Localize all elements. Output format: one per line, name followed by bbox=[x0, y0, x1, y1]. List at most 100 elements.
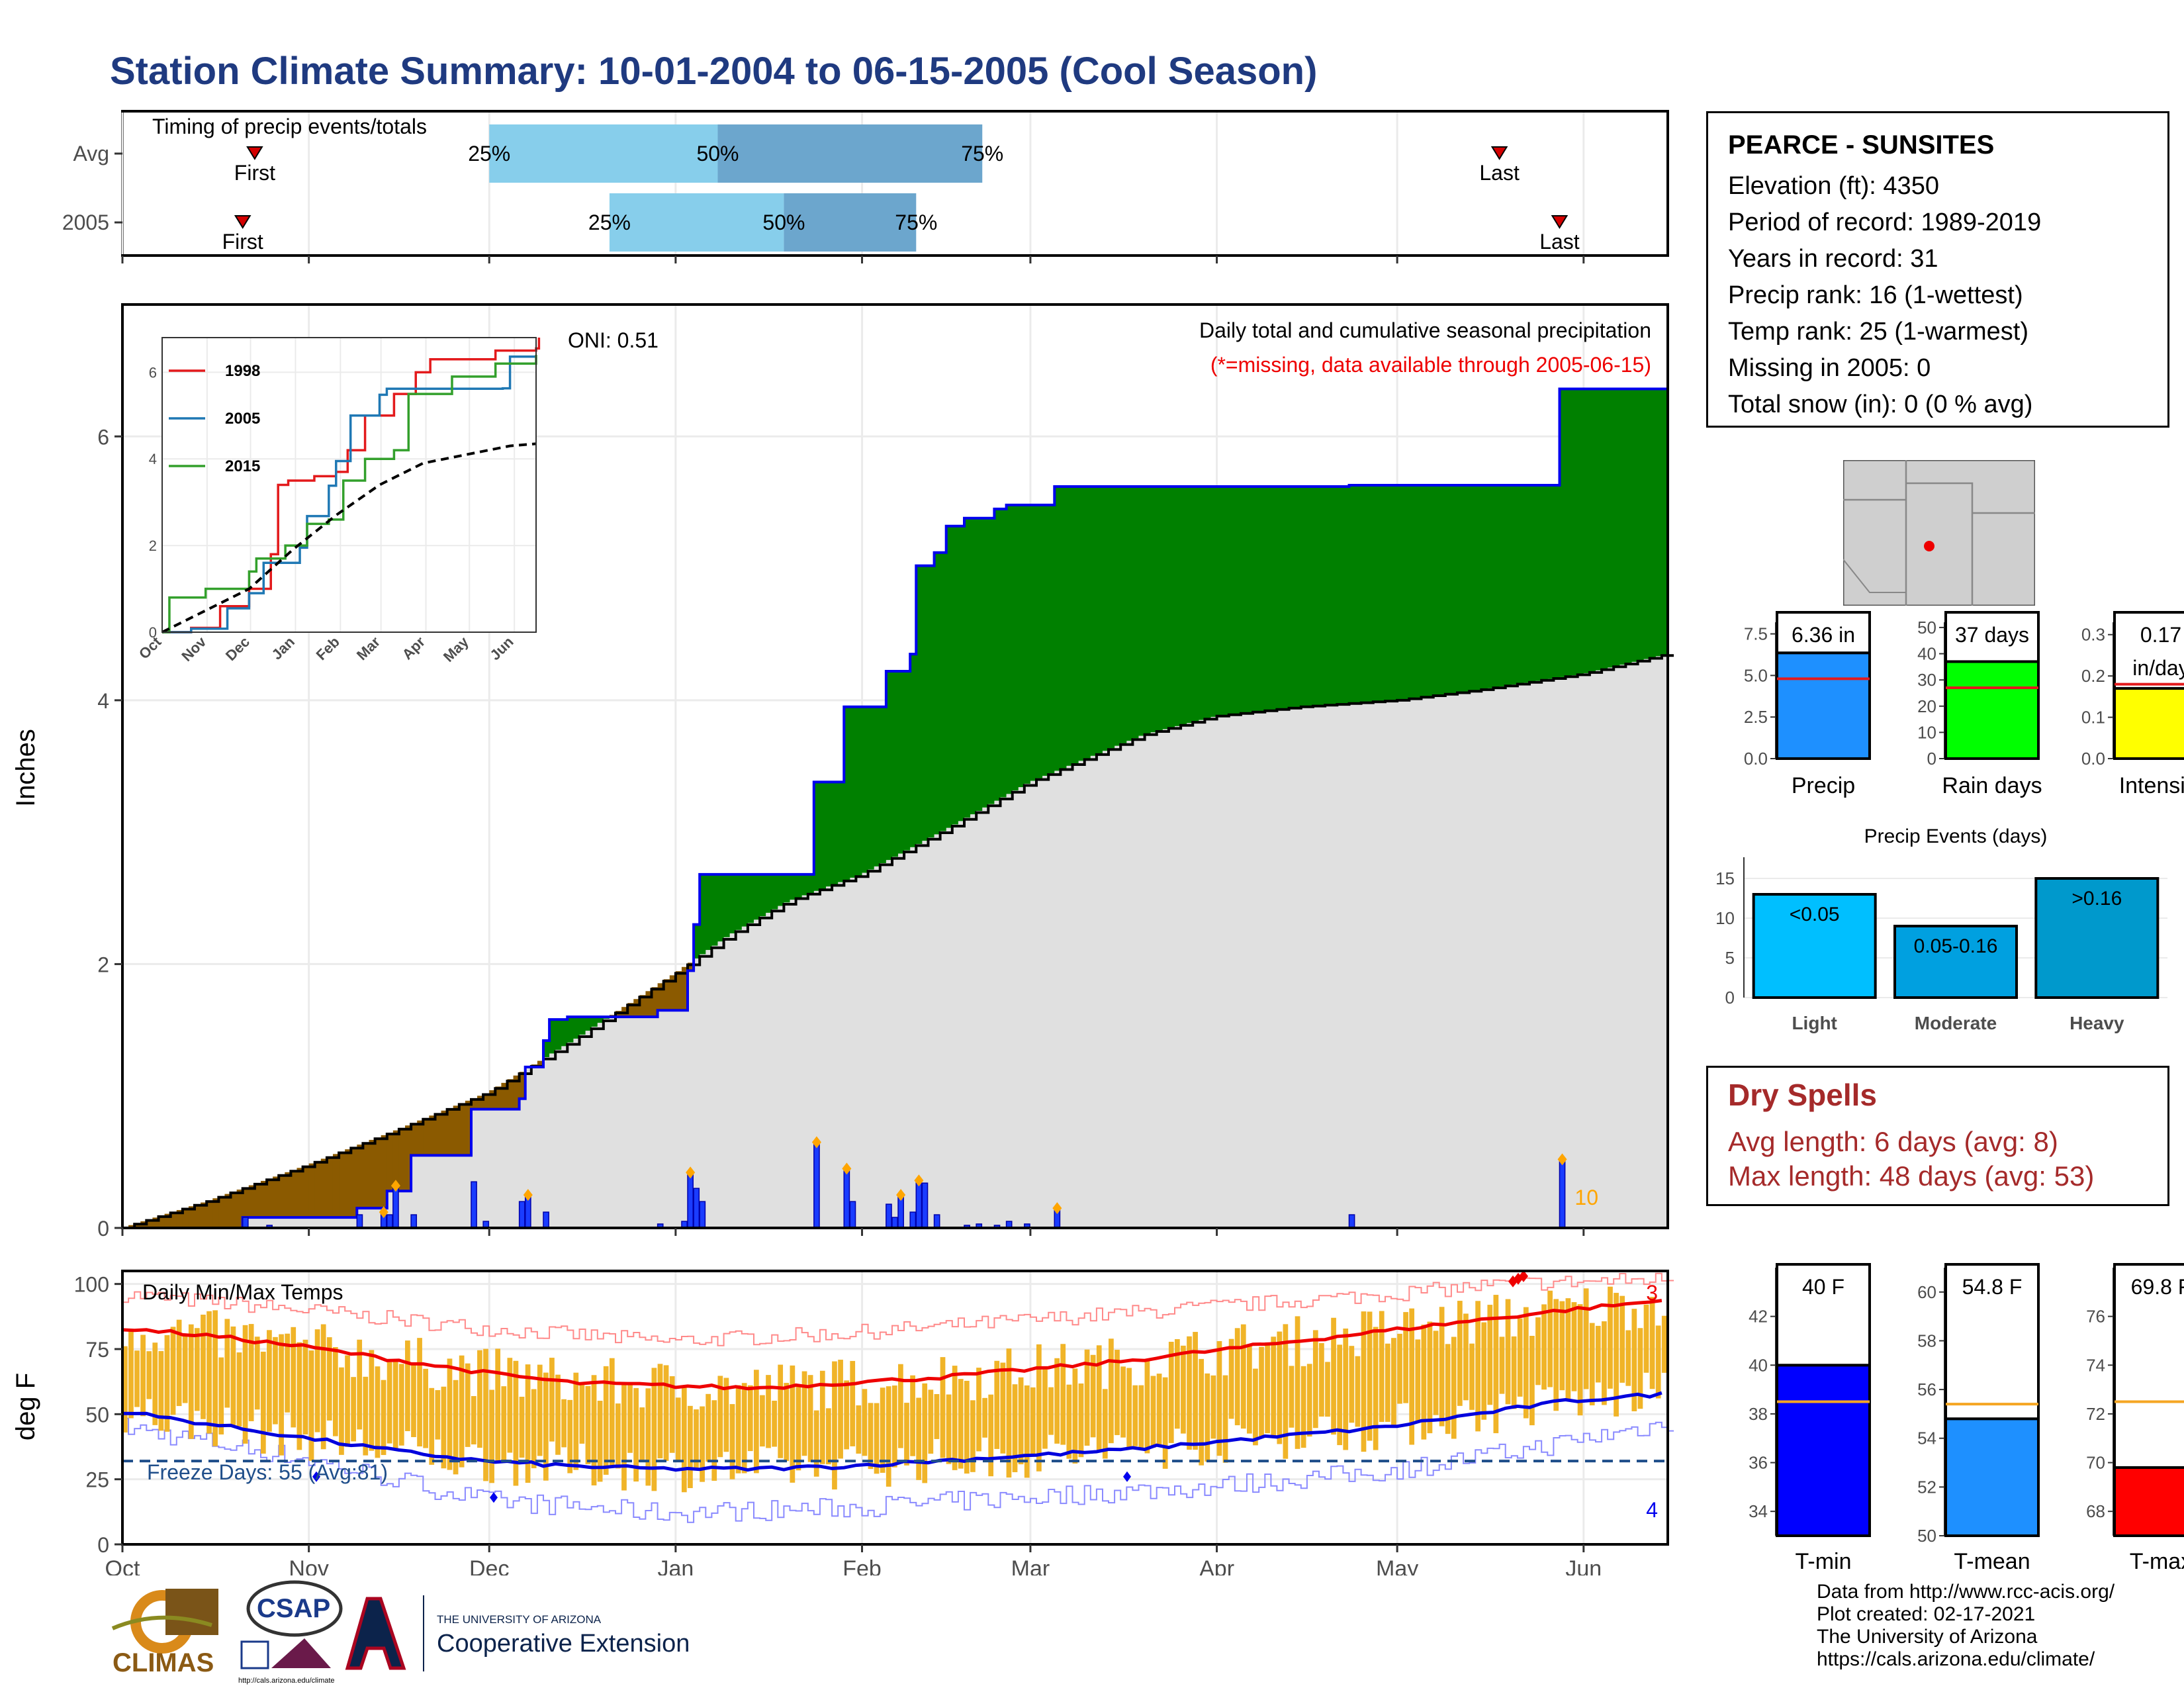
area-base bbox=[1306, 706, 1314, 1228]
cumulative-2005-line bbox=[122, 387, 1669, 1229]
area-above-avg bbox=[1403, 485, 1410, 700]
area-base bbox=[1595, 670, 1602, 1228]
area-base bbox=[1355, 702, 1362, 1228]
area-base bbox=[784, 902, 791, 1228]
area-base bbox=[1247, 712, 1253, 1228]
area-above-avg bbox=[819, 782, 827, 889]
area-above-avg bbox=[994, 508, 1001, 801]
daily-temp-bar bbox=[1174, 1339, 1180, 1429]
area-base bbox=[537, 1066, 544, 1228]
area-base bbox=[567, 1042, 574, 1228]
daily-temp-bar bbox=[1608, 1286, 1613, 1389]
daily-temp-bar bbox=[339, 1367, 344, 1455]
area-base bbox=[495, 1109, 502, 1228]
area-base bbox=[904, 850, 911, 1228]
daily-temp-bar bbox=[1415, 1339, 1421, 1423]
area-base bbox=[429, 1155, 436, 1228]
daily-temp-bar bbox=[976, 1368, 981, 1452]
area-base bbox=[248, 1217, 255, 1228]
daily-temp-bar bbox=[988, 1394, 994, 1477]
area-base bbox=[994, 800, 1001, 1228]
daily-temp-bar bbox=[1199, 1358, 1205, 1466]
area-below-avg bbox=[471, 1098, 478, 1109]
area-above-avg bbox=[1271, 487, 1278, 710]
daily-temp-bar bbox=[958, 1379, 964, 1469]
inset-y-tick-label: 6 bbox=[149, 364, 157, 381]
area-base bbox=[886, 860, 893, 1228]
daily-temp-bar bbox=[1517, 1318, 1523, 1397]
area-base bbox=[1289, 708, 1296, 1228]
area-base bbox=[976, 810, 983, 1228]
area-below-avg bbox=[302, 1165, 310, 1218]
summary-bar-T-mean bbox=[1944, 1417, 2040, 1538]
area-base bbox=[723, 937, 731, 1228]
area-base bbox=[531, 1066, 538, 1228]
event-category-label: Heavy bbox=[2070, 1013, 2124, 1033]
area-base bbox=[651, 1017, 659, 1228]
daily-temp-bar bbox=[639, 1407, 645, 1462]
area-base bbox=[507, 1109, 514, 1228]
dry-spells-max: Max length: 48 days (avg: 53) bbox=[1728, 1160, 2095, 1192]
timing-marker bbox=[1490, 146, 1508, 160]
timing-bar-q1 bbox=[609, 193, 784, 252]
daily-temp-bar bbox=[1072, 1368, 1078, 1464]
timing-row-label: Avg bbox=[73, 142, 109, 165]
area-above-avg bbox=[988, 518, 995, 804]
daily-temp-bar bbox=[351, 1377, 356, 1442]
area-above-avg bbox=[1589, 389, 1596, 672]
area-base bbox=[1493, 687, 1500, 1228]
summary-y-tick-label: 60 bbox=[1917, 1282, 1936, 1302]
area-base bbox=[688, 970, 694, 1228]
csap-logo: CSAP http://cals.arizona.edu/climate bbox=[238, 1580, 343, 1685]
area-base bbox=[1433, 695, 1440, 1228]
area-above-avg bbox=[753, 874, 760, 920]
daily-temp-bar bbox=[970, 1400, 976, 1472]
area-base bbox=[549, 1053, 556, 1228]
area-base bbox=[1379, 701, 1386, 1228]
area-above-avg bbox=[1349, 485, 1356, 704]
y-tick-label: 2 bbox=[97, 953, 109, 976]
area-below-avg bbox=[314, 1161, 322, 1218]
daily-temp-bar bbox=[1463, 1313, 1469, 1401]
daily-temp-bar bbox=[549, 1358, 555, 1442]
daily-temp-bar bbox=[1499, 1336, 1505, 1394]
inset-series-avg bbox=[161, 442, 537, 633]
area-below-avg bbox=[260, 1180, 267, 1218]
area-base bbox=[1006, 794, 1013, 1228]
daily-temp-bar bbox=[832, 1361, 837, 1490]
daily-precip-bar bbox=[1559, 1158, 1566, 1229]
precip-summary-panel: 0.0 2.5 5.0 7.5 6.36 in Precip 0 10 20 30 40 50 37 d… bbox=[1744, 611, 2184, 798]
temperature-chart: 0 25 50 75 100 Oct Nov Dec Jan Feb Mar Apr May Jun deg… bbox=[11, 1270, 1674, 1575]
ua-logo: THE UNIVERSITY OF ARIZONA Cooperative Ex… bbox=[345, 1595, 690, 1671]
area-base bbox=[1096, 753, 1103, 1228]
area-above-avg bbox=[723, 874, 731, 937]
area-above-avg bbox=[940, 552, 947, 831]
y-tick-label: 75 bbox=[85, 1338, 109, 1362]
area-above-avg bbox=[1300, 487, 1308, 707]
area-above-avg bbox=[1367, 485, 1374, 702]
area-below-avg bbox=[285, 1172, 291, 1218]
daily-temp-bar bbox=[140, 1335, 146, 1417]
area-above-avg bbox=[934, 552, 941, 835]
area-above-avg bbox=[922, 565, 929, 841]
area-base bbox=[850, 877, 857, 1228]
area-above-avg bbox=[1109, 487, 1115, 749]
area-below-avg bbox=[405, 1125, 412, 1192]
area-above-avg bbox=[928, 565, 935, 838]
area-base bbox=[579, 1035, 586, 1228]
daily-temp-bar bbox=[1637, 1328, 1643, 1409]
daily-temp-bar bbox=[176, 1319, 182, 1407]
daily-temp-bar bbox=[206, 1311, 212, 1434]
area-base bbox=[1614, 666, 1620, 1228]
summary-y-tick-label: 36 bbox=[1749, 1453, 1768, 1473]
daily-temp-bar bbox=[1109, 1338, 1114, 1444]
area-below-avg bbox=[308, 1163, 316, 1218]
inset-y-tick-label: 4 bbox=[149, 451, 157, 467]
area-base bbox=[741, 926, 749, 1228]
daily-temp-bar bbox=[477, 1350, 482, 1448]
daily-temp-bar bbox=[1403, 1312, 1408, 1403]
x-tick-label: Jan bbox=[657, 1556, 694, 1575]
area-above-avg bbox=[1132, 487, 1140, 739]
daily-temp-bar bbox=[1078, 1383, 1084, 1458]
summary-value-label: 37 days bbox=[1955, 623, 2029, 647]
